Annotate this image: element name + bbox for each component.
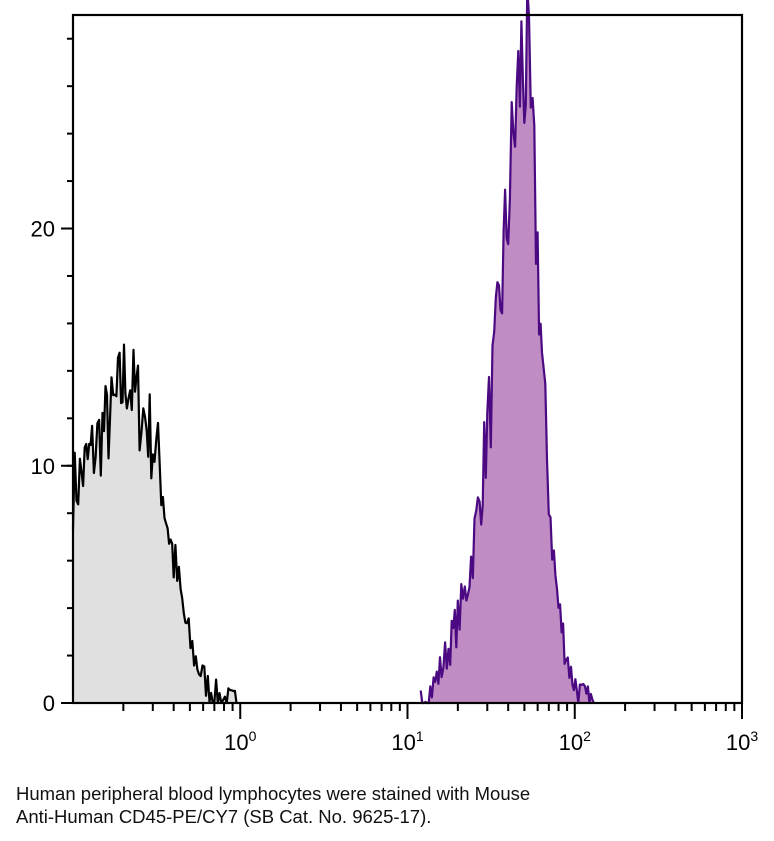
series-layer xyxy=(71,0,595,705)
series-area-0 xyxy=(73,344,237,703)
series-line-1 xyxy=(419,0,595,705)
series-area-1 xyxy=(420,0,594,703)
histogram-chart: 0 10 20 100 101 102 103 xyxy=(31,0,758,755)
figure-caption: Human peripheral blood lymphocytes were … xyxy=(16,782,756,828)
x-tick-label: 103 xyxy=(726,728,758,755)
x-tick-label: 102 xyxy=(559,728,591,755)
x-tick-label: 101 xyxy=(391,728,423,755)
series-line-0 xyxy=(71,343,238,705)
axis-ticks: 0 10 20 100 101 102 103 xyxy=(31,37,758,755)
caption-line-2: Anti-Human CD45-PE/CY7 (SB Cat. No. 9625… xyxy=(16,806,432,827)
caption-line-1: Human peripheral blood lymphocytes were … xyxy=(16,783,531,804)
y-tick-label: 10 xyxy=(31,454,55,479)
y-tick-label: 0 xyxy=(43,691,55,716)
y-tick-label: 20 xyxy=(31,217,55,242)
x-tick-label: 100 xyxy=(224,728,256,755)
